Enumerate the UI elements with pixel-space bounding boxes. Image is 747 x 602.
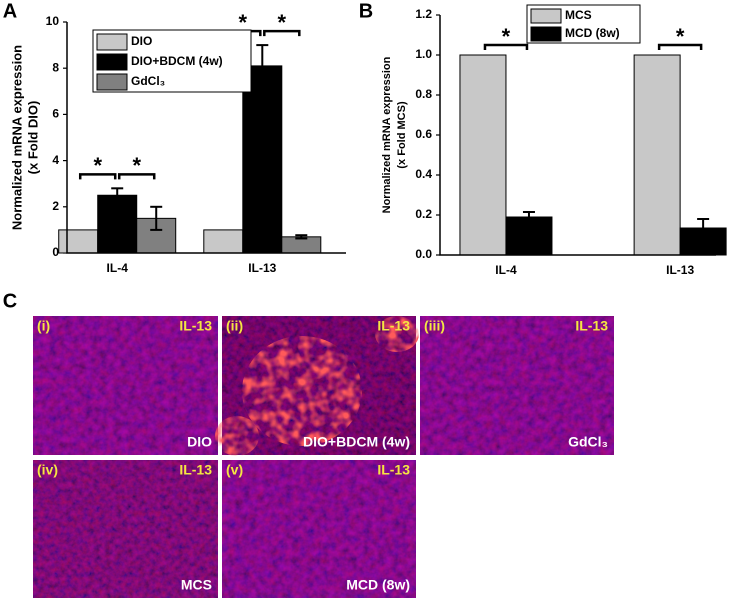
significance-label: * bbox=[132, 153, 141, 178]
micrograph bbox=[33, 460, 218, 598]
x-tick-label: IL-13 bbox=[666, 263, 694, 277]
image-condition: DIO bbox=[187, 434, 212, 450]
image-condition: GdCl₃ bbox=[568, 434, 608, 450]
error-bar bbox=[150, 205, 163, 231]
staining bbox=[375, 316, 419, 352]
image-marker: IL-13 bbox=[377, 462, 410, 478]
image-condition: DIO+BDCM (4w) bbox=[303, 434, 410, 450]
legend-swatch bbox=[96, 53, 128, 71]
legend-label: DIO bbox=[131, 34, 152, 48]
image-condition: MCS bbox=[181, 577, 212, 593]
bar bbox=[505, 216, 553, 256]
axes bbox=[66, 22, 346, 254]
error-bar bbox=[697, 218, 710, 238]
legend-swatch bbox=[530, 8, 562, 24]
significance-bracket bbox=[657, 43, 703, 50]
bar bbox=[459, 54, 507, 256]
legend-swatch bbox=[530, 26, 562, 42]
significance-label: * bbox=[93, 153, 102, 178]
significance-bracket bbox=[263, 29, 301, 37]
y-axis-label: Normalized mRNA expression bbox=[9, 45, 24, 230]
legend-label: MCS bbox=[565, 8, 592, 22]
y-tick-label: 10 bbox=[46, 14, 60, 28]
micrograph bbox=[215, 316, 419, 456]
axes bbox=[439, 15, 716, 256]
bar bbox=[58, 229, 99, 254]
staining bbox=[242, 336, 362, 446]
significance-bracket bbox=[117, 173, 156, 180]
y-tick-label: 8 bbox=[52, 60, 59, 74]
error-bar bbox=[295, 234, 308, 240]
y-axis-label: (x Fold MCS) bbox=[396, 101, 408, 169]
x-tick-label: IL-4 bbox=[107, 261, 129, 275]
micrograph bbox=[222, 460, 416, 598]
micrograph-texture bbox=[420, 316, 614, 455]
panel-label: B bbox=[359, 0, 373, 22]
y-tick-label: 1.0 bbox=[415, 47, 432, 61]
micrograph bbox=[420, 316, 614, 455]
legend-label: MCD (8w) bbox=[565, 26, 620, 40]
image-numeral: (ii) bbox=[226, 318, 243, 334]
error-bar bbox=[256, 44, 269, 88]
significance-bracket bbox=[78, 173, 117, 180]
x-tick-label: IL-13 bbox=[248, 261, 276, 275]
y-tick-label: 0.0 bbox=[415, 247, 432, 261]
significance-bracket bbox=[483, 43, 529, 50]
image-marker: IL-13 bbox=[179, 462, 212, 478]
micrograph-texture bbox=[33, 460, 218, 598]
legend-label: GdCl₃ bbox=[131, 74, 165, 88]
y-tick-label: 1.2 bbox=[415, 7, 432, 21]
bar bbox=[203, 229, 244, 254]
y-tick-label: 6 bbox=[52, 107, 59, 121]
staining bbox=[215, 416, 259, 456]
legend-swatch bbox=[96, 73, 128, 91]
y-axis-label: Normalized mRNA expression bbox=[381, 56, 393, 213]
image-condition: MCD (8w) bbox=[346, 577, 410, 593]
y-tick-label: 0.2 bbox=[415, 207, 432, 221]
y-tick-label: 4 bbox=[52, 153, 59, 167]
significance-label: * bbox=[502, 24, 511, 49]
bar bbox=[97, 194, 138, 254]
panel-label: A bbox=[3, 0, 17, 22]
y-tick-label: 2 bbox=[52, 199, 59, 213]
micrograph-texture bbox=[222, 460, 416, 598]
significance-label: * bbox=[239, 10, 248, 35]
image-marker: IL-13 bbox=[377, 318, 410, 334]
significance-label: * bbox=[278, 10, 287, 35]
bar bbox=[633, 54, 681, 256]
error-bar bbox=[111, 187, 124, 204]
error-bar bbox=[522, 211, 535, 223]
image-numeral: (iii) bbox=[424, 318, 445, 334]
bar bbox=[242, 65, 283, 254]
image-marker: IL-13 bbox=[575, 318, 608, 334]
image-numeral: (iv) bbox=[37, 462, 58, 478]
micrograph bbox=[33, 316, 218, 455]
significance-label: * bbox=[676, 24, 685, 49]
y-tick-label: 0 bbox=[52, 245, 59, 259]
image-numeral: (v) bbox=[226, 462, 243, 478]
image-marker: IL-13 bbox=[179, 318, 212, 334]
y-tick-label: 0.4 bbox=[415, 167, 432, 181]
legend-label: DIO+BDCM (4w) bbox=[131, 54, 223, 68]
y-tick-label: 0.6 bbox=[415, 127, 432, 141]
x-tick-label: IL-4 bbox=[495, 263, 517, 277]
panel-label: C bbox=[3, 290, 17, 312]
legend-swatch bbox=[96, 33, 128, 51]
y-axis-label: (x Fold DIO) bbox=[25, 101, 40, 175]
image-numeral: (i) bbox=[37, 318, 50, 334]
y-tick-label: 0.8 bbox=[415, 87, 432, 101]
micrograph-texture bbox=[33, 316, 218, 455]
